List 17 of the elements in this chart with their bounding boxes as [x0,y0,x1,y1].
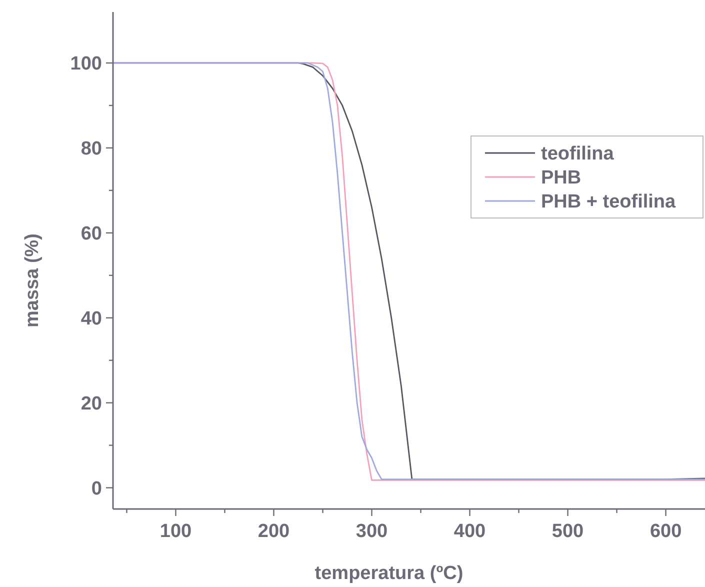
legend-label: PHB [541,168,582,189]
x-tick-label: 300 [356,521,388,542]
x-axis-title: temperatura (ºC) [314,563,464,584]
y-tick-label: 80 [80,138,102,160]
y-tick-label: 100 [70,54,102,75]
x-tick-label: 200 [258,521,290,542]
y-tick-label: 0 [91,478,102,500]
y-tick-label: 20 [80,393,102,414]
x-tick-label: 400 [454,521,486,542]
y-tick-label: 60 [80,224,102,245]
x-tick-label: 500 [552,521,584,542]
legend-label: teofilina [541,144,614,165]
y-tick-label: 40 [80,308,102,330]
x-tick-label: 600 [650,521,682,542]
x-tick-label: 100 [160,521,192,542]
legend-label: PHB + teofilina [541,192,676,213]
y-axis-title: massa (%) [22,234,43,328]
